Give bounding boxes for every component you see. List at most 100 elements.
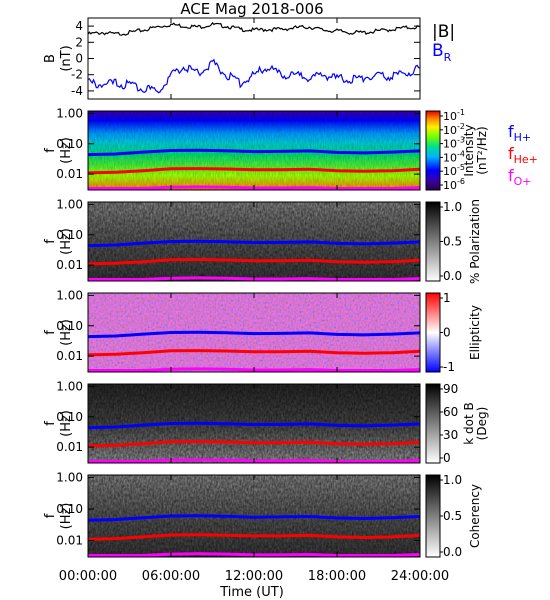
series-line-b-radial bbox=[87, 58, 421, 94]
colorbar-tick-base: 10 bbox=[443, 110, 457, 123]
y-tick-label: 0 bbox=[75, 52, 83, 66]
colorbar-ellipticity: 1 0 -1 Ellipticity bbox=[425, 291, 482, 374]
f-h-line bbox=[87, 148, 421, 157]
f-he-line bbox=[87, 349, 421, 357]
colorbar-label: Intensity (nT²/Hz) bbox=[462, 124, 489, 176]
y-axis-label-line: (nT) bbox=[59, 45, 74, 71]
colorbar-tick-base: 10 bbox=[443, 138, 457, 151]
panel-k-dot-b: 1.00 0.10 0.01 90 60 30 0 k dot B (Deg) f (Hz) bbox=[43, 379, 489, 465]
colorbar-tick-label: 10-2 bbox=[443, 122, 465, 137]
colorbar-tick-label: 1 bbox=[443, 291, 451, 305]
y-tick-label: -4 bbox=[71, 84, 83, 98]
f-h-line bbox=[87, 239, 421, 248]
legend: |B|BR bbox=[432, 22, 455, 64]
x-tick-label: 06:00:00 bbox=[142, 569, 200, 584]
f-he-line bbox=[87, 533, 421, 541]
y-axis-label-line: f bbox=[43, 239, 58, 244]
colorbar-label-line: k dot B bbox=[462, 402, 476, 444]
legend-entry-o-plus: fO+ bbox=[508, 166, 532, 188]
y-tick-label: 1.00 bbox=[56, 470, 83, 484]
colorbar-tick-label: 10-4 bbox=[443, 149, 465, 164]
y-axis-label-line: f bbox=[43, 513, 58, 518]
colorbar-label: k dot B (Deg) bbox=[462, 402, 489, 444]
y-tick-label: 0.10 bbox=[56, 410, 83, 424]
colorbar-label-line: Intensity bbox=[462, 124, 476, 176]
colorbar-tick-label: 10-5 bbox=[443, 163, 465, 178]
y-axis-label: f (Hz) bbox=[43, 228, 74, 255]
colorbar-scale bbox=[425, 383, 441, 464]
y-axis-label-line: f bbox=[43, 421, 58, 426]
colorbar-coherency: 1.0 0.5 0.0 Coherency bbox=[425, 473, 482, 559]
colorbar-tick-label: 10-6 bbox=[443, 177, 465, 192]
y-tick-label: 0.01 bbox=[56, 534, 83, 548]
y-tick-label: 1.00 bbox=[56, 288, 83, 302]
legend-entry-b-total: |B| bbox=[432, 22, 455, 42]
y-axis-label-line: (Hz) bbox=[59, 137, 74, 164]
y-axis-label-line: (Hz) bbox=[59, 319, 74, 346]
x-tick-label: 18:00:00 bbox=[308, 569, 366, 584]
colorbar-scale bbox=[425, 474, 441, 558]
legend-sub: O+ bbox=[514, 175, 532, 188]
legend-sub: H+ bbox=[514, 131, 532, 144]
f-he-line bbox=[87, 258, 421, 266]
colorbar-label-line: % Polarization bbox=[468, 199, 482, 284]
legend-b-radial-main: B bbox=[432, 41, 444, 61]
x-tick-label: 12:00:00 bbox=[225, 569, 283, 584]
colorbar-scale bbox=[425, 292, 441, 373]
y-tick-label: 1.00 bbox=[56, 106, 83, 120]
colorbar-tick-exponent: -1 bbox=[457, 108, 465, 117]
colorbar-polarization: 1.0 0.5 0.0 % Polarization bbox=[425, 199, 482, 284]
colorbar-label-line: Coherency bbox=[468, 484, 482, 548]
y-tick-label: 0.10 bbox=[56, 137, 83, 151]
colorbar-scale bbox=[425, 110, 441, 191]
colorbar-tick-label: 0.5 bbox=[443, 235, 462, 249]
colorbar-label: % Polarization bbox=[468, 199, 482, 284]
colorbar-tick-label: 0.0 bbox=[443, 545, 462, 559]
x-tick-label: 24:00:00 bbox=[391, 569, 449, 584]
y-axis-label-line: f bbox=[43, 330, 58, 335]
y-axis-label-line: (Hz) bbox=[59, 410, 74, 437]
colorbar-label-line: Ellipticity bbox=[468, 305, 482, 360]
x-tick-label: 00:00:00 bbox=[59, 569, 117, 584]
y-axis-label: f (Hz) bbox=[43, 319, 74, 346]
colorbar-tick-label: 30 bbox=[443, 428, 458, 442]
y-axis-label: f (Hz) bbox=[43, 137, 74, 164]
series-line-b-total bbox=[87, 21, 421, 36]
figure-title: ACE Mag 2018-006 bbox=[180, 0, 323, 18]
colorbar-tick-base: 10 bbox=[443, 179, 457, 192]
y-tick-label: 0.01 bbox=[56, 258, 83, 272]
x-axis-label: Time (UT) bbox=[219, 585, 284, 600]
panel-coherency: 1.00 0.10 0.01 1.0 0.5 0.0 Coherency f (Hz) bbox=[43, 470, 482, 559]
y-tick-label: 1.00 bbox=[56, 197, 83, 211]
legend-sub: He+ bbox=[514, 153, 538, 166]
panel-polarization: 1.00 0.10 0.01 1.0 0.5 0.0 % Polarization f (Hz) bbox=[43, 197, 482, 284]
y-tick-label: 0.10 bbox=[56, 319, 83, 333]
y-tick-label: 2 bbox=[75, 35, 83, 49]
colorbar-tick-label: 10-3 bbox=[443, 136, 465, 151]
colorbar-tick-label: 1.0 bbox=[443, 473, 462, 487]
colorbar-k-dot-b: 90 60 30 0 k dot B (Deg) bbox=[425, 382, 489, 465]
y-tick-label: 0.10 bbox=[56, 502, 83, 516]
colorbar-tick-exponent: -2 bbox=[457, 122, 465, 131]
colorbar-tick-base: 10 bbox=[443, 165, 457, 178]
colorbar-tick-label: 10-1 bbox=[443, 108, 465, 123]
legend-gyrofrequencies: fH+fHe+fO+ bbox=[508, 122, 538, 188]
y-tick-label: 0.10 bbox=[56, 228, 83, 242]
y-tick-label: 0.01 bbox=[56, 167, 83, 181]
y-tick-label: 0.01 bbox=[56, 440, 83, 454]
colorbar-tick-label: 1.0 bbox=[443, 200, 462, 214]
colorbar-tick-label: 60 bbox=[443, 405, 458, 419]
legend-entry-b-radial: BR bbox=[432, 41, 452, 64]
colorbar-label-line: (nT²/Hz) bbox=[475, 126, 489, 174]
colorbar-scale bbox=[425, 201, 441, 282]
f-h-line bbox=[87, 421, 421, 430]
colorbar-tick-exponent: -4 bbox=[457, 149, 465, 158]
x-tick-labels: 00:00:00 06:00:00 12:00:00 18:00:00 24:00:00 bbox=[59, 569, 449, 584]
y-axis-label-line: (Hz) bbox=[59, 503, 74, 530]
legend-main: f bbox=[508, 144, 514, 163]
legend-entry-he-plus: fHe+ bbox=[508, 144, 538, 166]
